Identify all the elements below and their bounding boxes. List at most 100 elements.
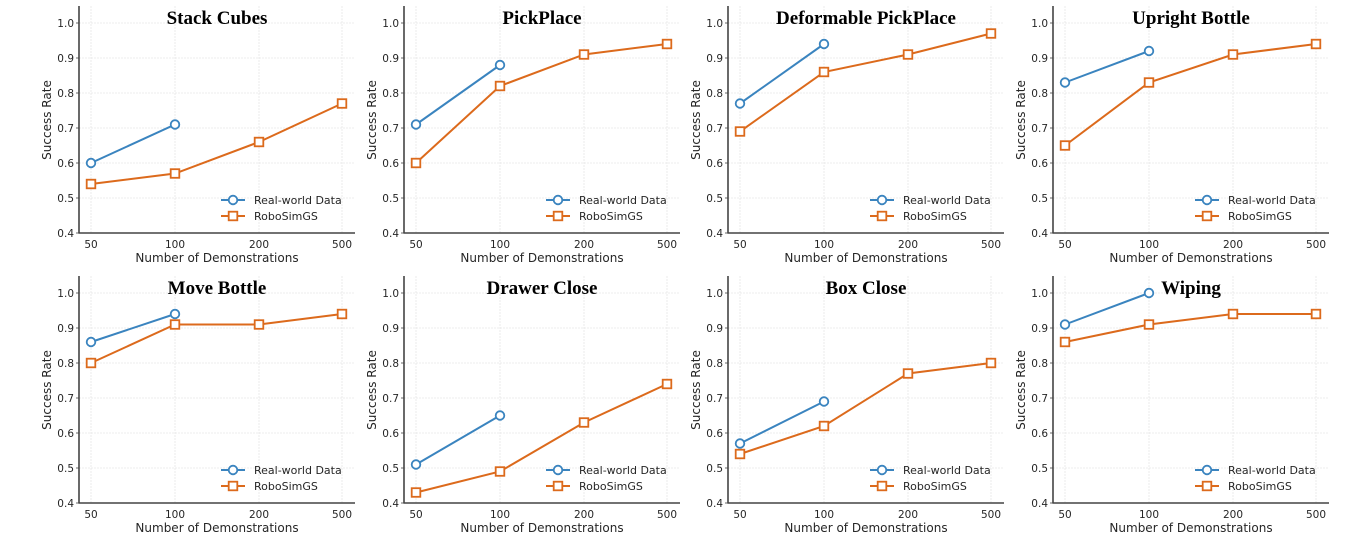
y-axis-label: Success Rate: [1014, 80, 1028, 160]
data-point-robosimgs: [336, 308, 348, 320]
x-tick-label: 100: [814, 239, 834, 251]
legend-marker-circle: [227, 194, 239, 206]
y-tick-label: 0.6: [57, 158, 74, 170]
legend-marker-circle: [552, 194, 564, 206]
data-point-robosimgs: [1310, 308, 1322, 320]
data-point-real-world: [818, 396, 830, 407]
legend: Real-world Data RoboSimGS: [546, 194, 667, 223]
series-line-robosimgs: [90, 102, 343, 185]
y-axis-label: Success Rate: [40, 80, 54, 160]
data-point-real-world: [494, 410, 506, 421]
legend-marker-square: [552, 480, 564, 492]
y-tick-label: 0.9: [382, 323, 399, 335]
chart-panel: 0.4 0.5 0.6 0.7 0.8 0.9 1.0 50 100 200 500 Number o…: [40, 6, 355, 265]
y-tick-label: 0.8: [382, 88, 399, 100]
y-axis-label: Success Rate: [40, 350, 54, 430]
legend-marker-square: [227, 210, 239, 222]
y-tick-label: 0.4: [57, 498, 74, 510]
data-point-robosimgs: [336, 98, 348, 109]
x-tick-label: 50: [84, 509, 97, 521]
legend: Real-world Data RoboSimGS: [1195, 464, 1316, 493]
series-line-real-world: [1064, 50, 1150, 84]
series-line-robosimgs: [739, 32, 992, 133]
legend-marker-circle: [876, 194, 888, 206]
legend-marker-circle: [1201, 464, 1213, 476]
x-tick-label: 50: [409, 509, 422, 521]
y-tick-label: 0.6: [382, 158, 399, 170]
y-tick-label: 0.6: [706, 158, 723, 170]
legend-label: RoboSimGS: [579, 480, 643, 493]
y-tick-label: 0.4: [1031, 498, 1048, 510]
series-line-robosimgs: [1064, 43, 1317, 147]
x-axis-label: Number of Demonstrations: [460, 251, 623, 265]
data-point-robosimgs: [169, 168, 181, 179]
legend-label: Real-world Data: [579, 464, 667, 477]
data-point-robosimgs: [1227, 49, 1239, 60]
legend-marker-square: [876, 210, 888, 222]
y-tick-label: 0.6: [706, 428, 723, 440]
data-point-real-world: [410, 459, 422, 470]
x-tick-label: 50: [1058, 509, 1071, 521]
legend-marker-square: [1201, 210, 1213, 222]
data-point-robosimgs: [661, 38, 673, 50]
series-line-real-world: [739, 43, 825, 105]
data-point-robosimgs: [818, 66, 830, 78]
data-point-real-world: [734, 438, 746, 449]
y-tick-label: 0.9: [1031, 323, 1048, 335]
y-tick-label: 1.0: [1031, 288, 1048, 300]
x-tick-label: 200: [574, 239, 594, 251]
y-tick-label: 0.4: [382, 228, 399, 240]
panel-title: Deformable PickPlace: [776, 8, 956, 29]
x-axis-label: Number of Demonstrations: [784, 251, 947, 265]
legend: Real-world Data RoboSimGS: [221, 464, 342, 493]
x-tick-label: 200: [1223, 509, 1243, 521]
legend-marker-circle: [876, 464, 888, 476]
y-tick-label: 0.6: [1031, 428, 1048, 440]
chart-panel: 0.4 0.5 0.6 0.7 0.8 0.9 1.0 50 100 200 500 Number o…: [1014, 6, 1329, 265]
legend-label: Real-world Data: [903, 464, 991, 477]
y-tick-label: 0.9: [1031, 53, 1048, 65]
data-point-robosimgs: [1059, 336, 1071, 348]
y-tick-label: 0.6: [1031, 158, 1048, 170]
panel-title: Box Close: [826, 278, 907, 299]
legend-marker-square: [552, 210, 564, 222]
y-tick-label: 0.5: [706, 193, 723, 205]
y-tick-label: 0.4: [382, 498, 399, 510]
x-tick-label: 100: [165, 239, 185, 251]
legend-label: RoboSimGS: [254, 210, 318, 223]
data-point-robosimgs: [578, 417, 590, 428]
y-axis-label: Success Rate: [689, 350, 703, 430]
legend-marker-circle: [227, 464, 239, 476]
data-point-robosimgs: [410, 487, 422, 498]
panel-title: Wiping: [1161, 278, 1221, 299]
y-tick-label: 0.7: [382, 393, 399, 405]
y-tick-label: 0.9: [706, 323, 723, 335]
y-tick-label: 0.9: [706, 53, 723, 65]
x-tick-label: 200: [249, 509, 269, 521]
x-tick-label: 500: [1306, 239, 1326, 251]
data-point-robosimgs: [902, 368, 914, 379]
chart-panel: 0.4 0.5 0.6 0.7 0.8 0.9 1.0 50 100 200 500 Number o…: [365, 6, 680, 265]
data-point-robosimgs: [734, 448, 746, 460]
chart-panel: 0.4 0.5 0.6 0.7 0.8 0.9 1.0 50 100 200 500 Number o…: [689, 276, 1004, 535]
legend-label: RoboSimGS: [1228, 210, 1292, 223]
y-tick-label: 1.0: [57, 18, 74, 30]
y-tick-label: 0.7: [1031, 393, 1048, 405]
data-point-robosimgs: [253, 319, 265, 330]
data-point-robosimgs: [902, 49, 914, 60]
y-tick-label: 0.8: [1031, 358, 1048, 370]
series-line-real-world: [90, 123, 176, 164]
x-tick-label: 200: [574, 509, 594, 521]
x-tick-label: 50: [733, 239, 746, 251]
y-tick-label: 0.4: [57, 228, 74, 240]
x-tick-label: 100: [1139, 509, 1159, 521]
panel-title: PickPlace: [502, 8, 581, 29]
x-tick-label: 500: [981, 509, 1001, 521]
data-point-real-world: [1059, 319, 1071, 330]
data-point-real-world: [169, 308, 181, 320]
x-tick-label: 200: [1223, 239, 1243, 251]
legend: Real-world Data RoboSimGS: [870, 194, 991, 223]
chart-panel: 0.4 0.5 0.6 0.7 0.8 0.9 1.0 50 100 200 500 Number o…: [365, 276, 680, 535]
series-line-robosimgs: [739, 362, 992, 455]
